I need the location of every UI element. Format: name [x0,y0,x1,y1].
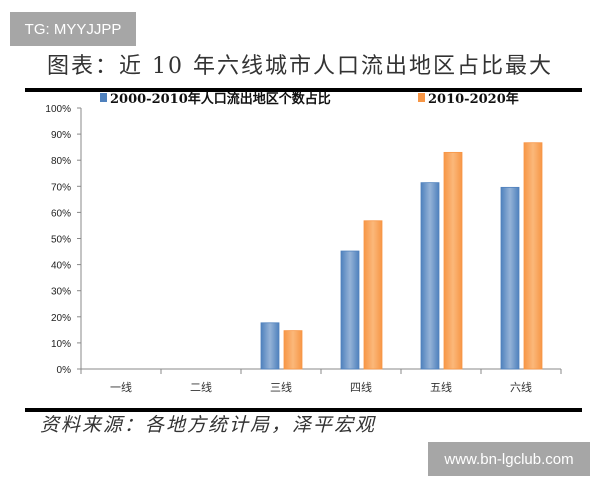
legend-label: 2000-2010年人口流出地区个数占比 [110,91,331,107]
y-tick-label: 40% [51,261,71,272]
watermark-top: TG: MYYJJPP [10,12,136,46]
x-tick-label: 三线 [270,380,292,394]
y-tick-label: 80% [51,156,71,167]
bar-2000-2010 [420,182,440,370]
bar-2010-2020 [363,220,383,370]
y-tick-label: 60% [51,208,71,219]
y-tick-label: 30% [51,287,71,298]
bar-2010-2020 [283,330,303,370]
y-tick-label: 50% [51,235,71,246]
legend-swatch [100,93,107,102]
legend-label: 2010-2020年 [428,91,519,107]
x-tick-label: 一线 [110,380,132,394]
x-tick-label: 四线 [350,380,372,394]
bar-2010-2020 [523,142,543,370]
top-divider [25,88,582,92]
bar-2010-2020 [443,151,463,370]
y-tick-label: 0% [57,365,72,376]
y-tick-label: 20% [51,313,71,324]
y-tick-label: 10% [51,339,71,350]
watermark-bottom: www.bn-lgclub.com [428,442,590,476]
bar-chart: 0% 10% 20% 30% 40% 50% 60% 70% 80% 90% 100% 一线 二线 三线 四… [45,91,562,394]
y-tick-label: 100% [45,104,71,115]
x-tick-label: 六线 [510,380,532,394]
legend-swatch [418,93,425,102]
chart-title: 图表：近 10 年六线城市人口流出地区占比最大 [47,54,553,79]
source-note: 资料来源：各地方统计局，泽平宏观 [40,414,377,436]
x-tick-label: 五线 [430,380,452,394]
bar-2000-2010 [500,186,520,370]
bar-2000-2010 [260,322,280,370]
y-tick-label: 90% [51,130,71,141]
y-tick-label: 70% [51,182,71,193]
bar-2000-2010 [340,250,360,370]
x-tick-label: 二线 [190,380,212,394]
bottom-divider [25,408,582,412]
